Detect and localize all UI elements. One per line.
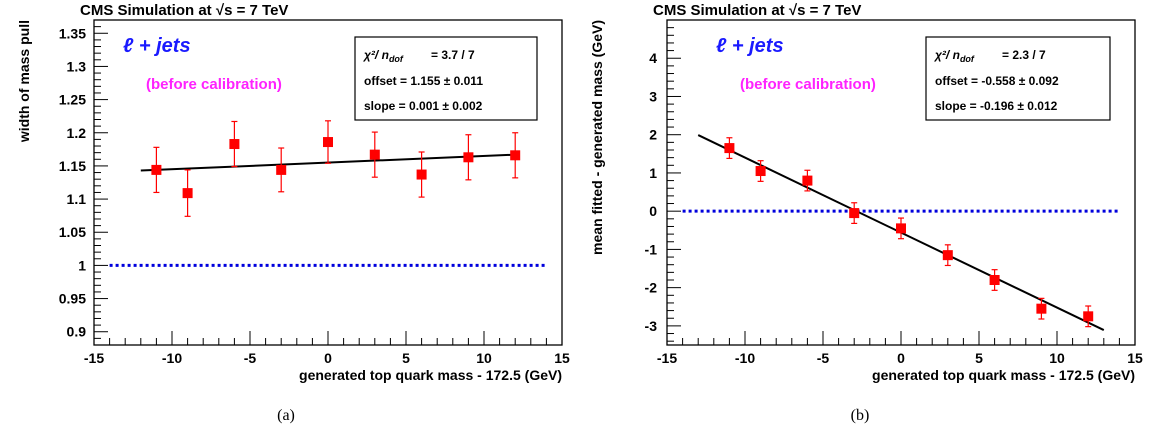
calibration-note: (before calibration) <box>740 76 876 93</box>
chi2-symbol: χ²/ n <box>362 48 389 62</box>
y-axis-label: width of mass pull <box>16 20 32 143</box>
y-tick-label: 1.15 <box>59 158 86 174</box>
fit-offset: offset = 1.155 ± 0.011 <box>364 74 483 88</box>
fit-offset: offset = -0.558 ± 0.092 <box>935 74 1059 88</box>
x-tick-label: 15 <box>1127 350 1143 366</box>
x-tick-label: 5 <box>402 350 410 366</box>
data-point <box>849 208 860 219</box>
fit-slope: slope = 0.001 ± 0.002 <box>364 99 483 113</box>
data-point <box>510 150 521 161</box>
y-tick-label: 1.1 <box>67 191 87 207</box>
chi2-label: χ²/ ndof <box>362 48 404 64</box>
y-tick-label: 0.9 <box>67 324 87 340</box>
y-tick-label: 1.2 <box>67 125 87 141</box>
x-tick-label: -10 <box>735 350 755 366</box>
x-tick-label: -5 <box>244 350 257 366</box>
data-point <box>151 164 162 175</box>
chi2-value: = 3.7 / 7 <box>431 48 475 62</box>
chi2-symbol: χ²/ n <box>933 48 960 62</box>
x-tick-label: 5 <box>975 350 983 366</box>
chart-title: CMS Simulation at √s = 7 TeV <box>653 2 861 19</box>
y-tick-label: 0 <box>649 203 657 219</box>
chart-panel-b: CMS Simulation at √s = 7 TeV-15 -10 -5 0 5 10… <box>589 2 1143 424</box>
y-tick-label: 1 <box>649 165 657 181</box>
y-tick-label: 1.05 <box>59 224 86 240</box>
chi2-label: χ²/ ndof <box>933 48 975 64</box>
y-tick-label: 1.3 <box>67 58 87 74</box>
x-tick-label: -5 <box>817 350 830 366</box>
fit-slope: slope = -0.196 ± 0.012 <box>935 99 1058 113</box>
data-point <box>416 169 427 180</box>
x-axis-label: generated top quark mass - 172.5 (GeV) <box>299 367 562 383</box>
data-point <box>276 164 287 175</box>
x-tick-label: -10 <box>162 350 182 366</box>
y-axis-label: mean fitted - generated mass (GeV) <box>589 20 605 255</box>
data-point <box>1036 303 1047 314</box>
chart-title: CMS Simulation at √s = 7 TeV <box>80 2 288 19</box>
data-point <box>896 223 906 234</box>
stats-box <box>925 36 1111 121</box>
data-point <box>942 250 953 261</box>
calibration-note: (before calibration) <box>146 76 282 93</box>
figure-caption: (a) <box>277 407 295 424</box>
data-point <box>463 152 474 163</box>
y-tick-label: 2 <box>649 127 657 143</box>
channel-label: ℓ + jets <box>123 35 191 57</box>
y-tick-label: 1.35 <box>59 25 86 41</box>
channel-label: ℓ + jets <box>716 35 784 57</box>
chart-panel-a: CMS Simulation at √s = 7 TeV-15 -10 -5 0 5 10… <box>16 2 570 424</box>
x-tick-label: 10 <box>476 350 492 366</box>
y-tick-label: -3 <box>645 318 658 334</box>
y-tick-label: 1.25 <box>59 92 86 108</box>
y-tick-label: 3 <box>649 88 657 104</box>
y-tick-label: -1 <box>645 241 658 257</box>
data-point <box>802 175 813 186</box>
data-point <box>323 137 333 148</box>
x-axis-label: generated top quark mass - 172.5 (GeV) <box>872 367 1135 383</box>
y-tick-label: 0.95 <box>59 291 86 307</box>
data-point <box>1083 311 1094 322</box>
x-tick-label: 10 <box>1049 350 1065 366</box>
chi2-subscript: dof <box>960 54 975 64</box>
data-point <box>989 275 1000 285</box>
figure-caption: (b) <box>851 407 870 424</box>
y-tick-label: -2 <box>645 280 658 296</box>
x-tick-label: -15 <box>657 350 677 366</box>
chi2-value: = 2.3 / 7 <box>1002 48 1046 62</box>
x-tick-label: 0 <box>897 350 905 366</box>
data-point <box>229 139 240 150</box>
y-tick-label: 1 <box>78 257 86 273</box>
x-tick-label: -15 <box>84 350 104 366</box>
data-point <box>755 166 766 177</box>
y-tick-label: 4 <box>649 50 657 66</box>
data-point <box>369 149 380 160</box>
x-tick-label: 0 <box>324 350 332 366</box>
data-point <box>724 143 735 154</box>
data-point <box>182 188 193 199</box>
chi2-subscript: dof <box>389 54 404 64</box>
stats-box <box>354 36 538 121</box>
x-tick-label: 15 <box>554 350 570 366</box>
